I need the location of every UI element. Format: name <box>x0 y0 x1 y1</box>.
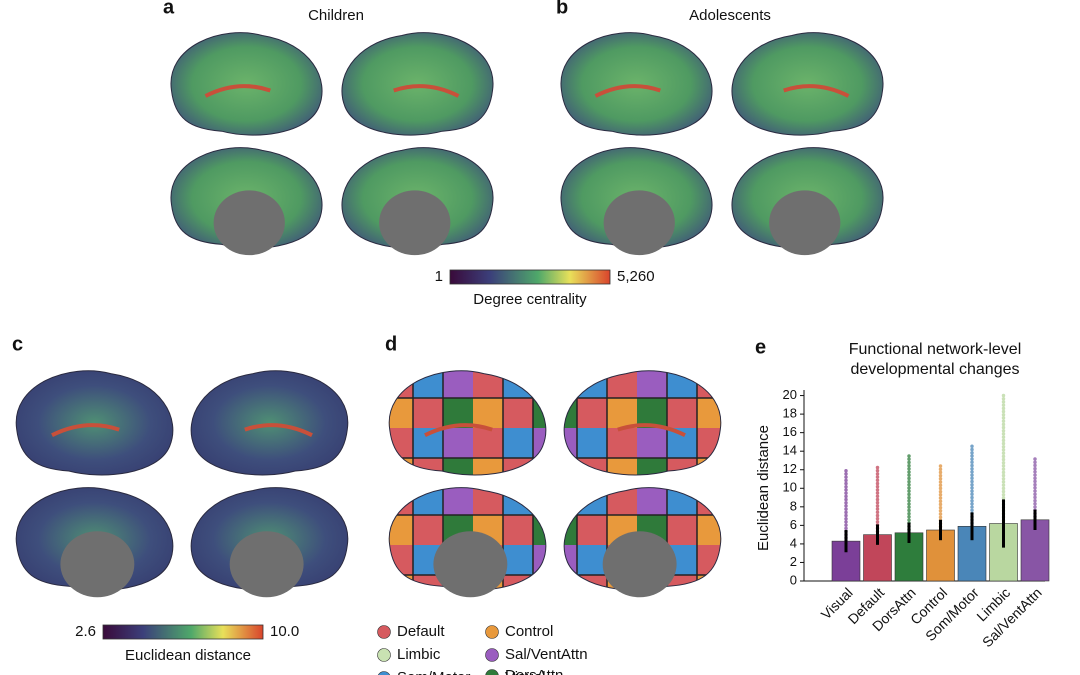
brain <box>170 32 323 136</box>
sulcus <box>393 84 460 98</box>
y-tick-label: 18 <box>783 406 797 421</box>
bar <box>989 523 1018 582</box>
colorbar-label: Degree centrality <box>473 291 587 308</box>
cortex <box>170 32 323 136</box>
brain <box>170 147 323 256</box>
medial-wall <box>213 190 285 256</box>
legend-label: DorsAttn <box>505 667 563 675</box>
brain <box>388 370 547 476</box>
brain <box>560 32 713 136</box>
colorbar-max: 10.0 <box>270 623 299 640</box>
sulcus <box>617 423 686 437</box>
legend-label: Default <box>397 623 445 640</box>
cortex <box>563 370 722 476</box>
legend-swatch <box>485 648 499 662</box>
y-tick-label: 8 <box>790 498 797 513</box>
legend-swatch <box>485 625 499 639</box>
panel-label: e <box>755 336 766 358</box>
panel-label: a <box>163 0 175 18</box>
brain <box>15 487 174 598</box>
medial-wall <box>379 190 451 256</box>
panel-label: d <box>385 333 397 355</box>
legend-swatch <box>377 648 391 662</box>
y-axis-label: Euclidean distance <box>755 425 772 551</box>
colorbar-label: Euclidean distance <box>125 647 251 664</box>
y-tick-label: 12 <box>783 461 797 476</box>
cortex <box>731 32 884 136</box>
y-tick-label: 4 <box>790 535 797 550</box>
chart-title: Functional network-level <box>849 341 1022 358</box>
y-tick-label: 2 <box>790 554 797 569</box>
medial-wall <box>603 190 675 256</box>
panel-label: b <box>556 0 568 18</box>
brain <box>563 370 722 476</box>
legend-swatch <box>485 669 499 675</box>
sulcus <box>204 84 271 98</box>
brain <box>190 487 349 598</box>
y-tick-label: 14 <box>783 443 797 458</box>
cortex <box>560 32 713 136</box>
legend-label: Visual <box>505 669 546 675</box>
brain <box>341 147 494 256</box>
brain <box>341 32 494 136</box>
y-tick-label: 16 <box>783 424 797 439</box>
legend-swatch <box>377 625 391 639</box>
legend-label: Som/Motor <box>397 669 470 675</box>
colorbar-min: 2.6 <box>75 623 96 640</box>
cortex <box>388 370 547 476</box>
cortex <box>15 370 174 476</box>
brain <box>731 147 884 256</box>
legend-label: Limbic <box>397 646 441 663</box>
brain <box>560 147 713 256</box>
sulcus <box>783 84 850 98</box>
legend: Default Limbic Som/Motor Control Sal/VentAtt… <box>377 623 588 675</box>
medial-wall <box>229 531 304 598</box>
brain <box>731 32 884 136</box>
sulcus <box>594 84 661 98</box>
y-tick-label: 6 <box>790 517 797 532</box>
medial-wall <box>602 531 677 598</box>
medial-wall <box>769 190 841 256</box>
y-tick-label: 10 <box>783 480 797 495</box>
brain <box>15 370 174 476</box>
brain-renderings <box>15 32 884 598</box>
cortex <box>341 32 494 136</box>
bar-chart: 02468101214161820VisualDefaultDorsAttnCo… <box>783 387 1050 650</box>
colorbar <box>449 269 611 285</box>
legend-label: Control <box>505 623 553 640</box>
medial-wall <box>433 531 508 598</box>
brain <box>388 487 547 598</box>
panel-title: Adolescents <box>689 7 771 24</box>
sulcus <box>244 423 313 437</box>
colorbar <box>102 624 264 640</box>
legend-label: Sal/VentAttn <box>505 646 588 663</box>
y-tick-label: 0 <box>790 572 797 587</box>
chart-title: developmental changes <box>850 361 1019 378</box>
cortex <box>190 370 349 476</box>
colorbar-min: 1 <box>435 268 443 285</box>
colorbar-max: 5,260 <box>617 268 655 285</box>
sulcus <box>51 423 120 437</box>
panel-label: c <box>12 333 23 355</box>
legend-swatch <box>377 671 391 675</box>
brain <box>190 370 349 476</box>
sulcus <box>424 423 493 437</box>
brain <box>563 487 722 598</box>
y-tick-label: 20 <box>783 387 797 402</box>
medial-wall <box>60 531 135 598</box>
panel-title: Children <box>308 7 364 24</box>
